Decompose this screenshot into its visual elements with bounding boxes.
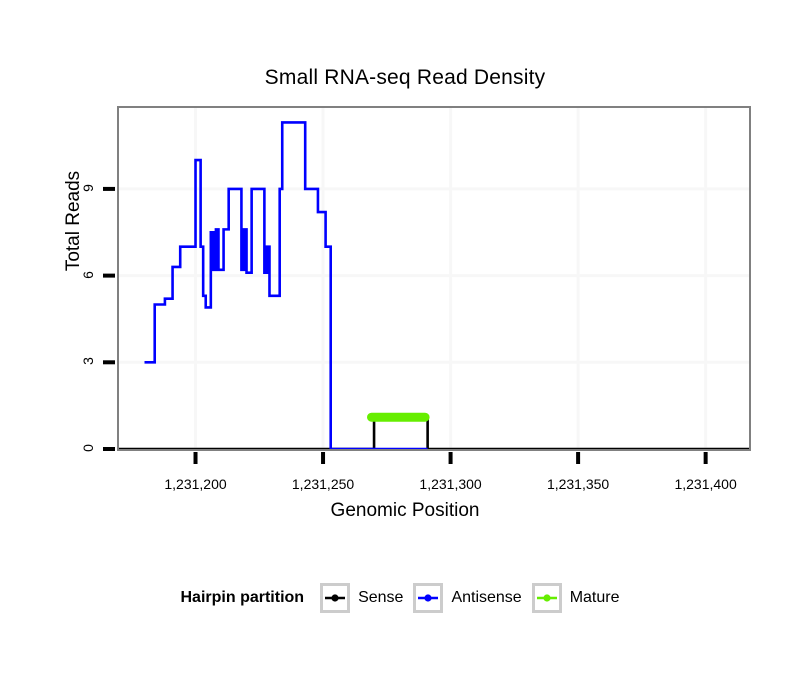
legend-label: Sense (358, 589, 404, 606)
x-tick-label: 1,231,300 (419, 476, 482, 492)
x-axis-title: Genomic Position (330, 500, 480, 521)
plot-canvas (119, 108, 749, 449)
x-tick-label: 1,231,200 (164, 476, 227, 492)
plot-area (117, 106, 751, 451)
series-line-sense (119, 418, 749, 449)
legend-key-icon (320, 583, 351, 613)
legend-key-icon (413, 583, 444, 613)
legend-items: Sense Antisense Mature (320, 583, 629, 613)
y-tick-label: 0 (80, 444, 96, 452)
chart-legend: Hairpin partition Sense Antisense Mature (0, 583, 810, 613)
x-tick-label: 1,231,400 (674, 476, 737, 492)
y-tick-label: 3 (80, 357, 96, 366)
legend-label: Mature (569, 589, 620, 606)
x-tick-label: 1,231,250 (291, 476, 355, 492)
legend-item-antisense[interactable]: Antisense (413, 583, 522, 613)
chart-title: Small RNA-seq Read Density (264, 66, 546, 89)
legend-key-icon (531, 583, 562, 613)
y-tick-label: 9 (80, 184, 96, 192)
legend-title: Hairpin partition (180, 589, 305, 606)
y-tick-label: 6 (80, 270, 96, 279)
x-tick-label: 1,231,350 (546, 476, 610, 492)
legend-label: Antisense (451, 589, 522, 606)
legend-item-mature[interactable]: Mature (531, 583, 620, 613)
legend-item-sense[interactable]: Sense (320, 583, 403, 613)
series-line-antisense (144, 121, 428, 449)
